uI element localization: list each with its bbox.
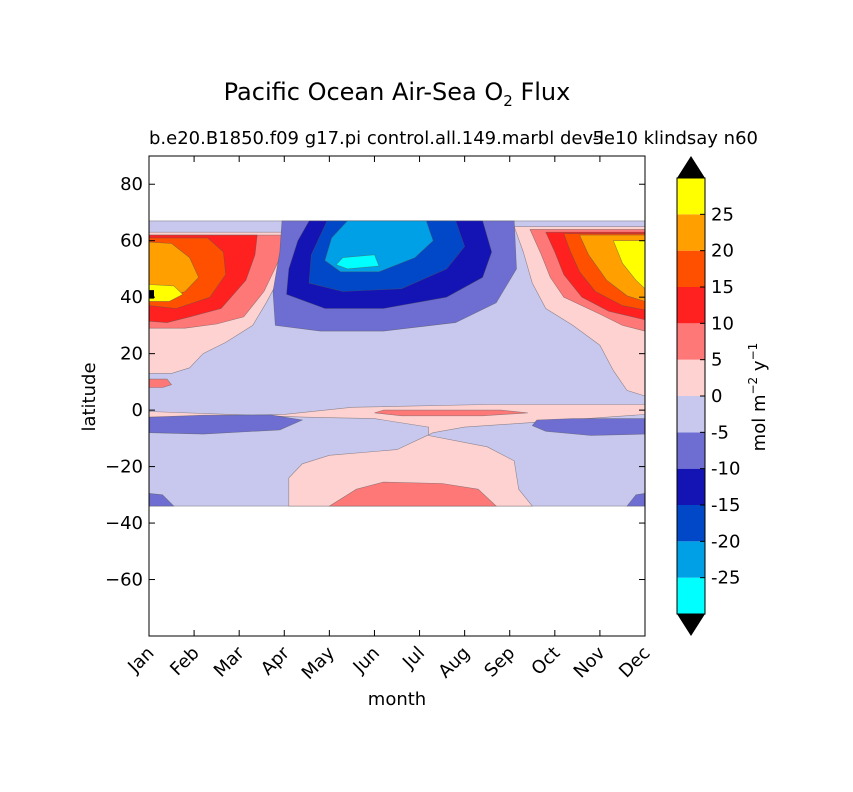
colorbar-tick-label: 10 [711,313,734,334]
colorbar-tick-label: -15 [711,495,740,516]
colorbar-swatch [677,396,705,433]
x-tick-label: Jun [349,643,384,678]
y-axis: 80 60 40 20 0 −20 −40 −60 [105,174,645,591]
colorbar-tick-label: -25 [711,568,740,589]
colorbar-swatch [677,323,705,360]
colorbar-swatch [677,214,705,251]
contour-fill [148,220,646,507]
contour-neg5-east [531,418,646,436]
colorbar-swatch [677,287,705,324]
chart-subtitle-right: 5e10 klindsay n60 [592,128,758,149]
contour-pos-south [148,404,646,507]
colorbar-tick-label: 25 [711,204,734,225]
x-tick-label: Jul [398,643,429,674]
x-tick-label: May [298,642,339,683]
x-tick-label: Jan [123,643,158,678]
colorbar-under-arrow [677,614,705,636]
contour-neg25-summer [335,254,380,270]
colorbar-tick-label: 20 [711,241,734,262]
plot-frame [148,155,646,637]
colorbar-tick-label: 5 [711,350,722,371]
y-tick-label: 0 [132,400,143,421]
plot-area [148,155,646,637]
x-axis-label: month [368,689,426,710]
colorbar-swatch [677,250,705,287]
y-tick-label: −40 [105,513,143,534]
colorbar-tick-label: -5 [711,422,729,443]
colorbar-swatch [677,432,705,469]
colorbar-swatch [677,541,705,578]
x-tick-label: Aug [434,643,474,683]
y-tick-label: −20 [105,457,143,478]
colorbar-tick-label: 0 [711,386,722,407]
x-tick-label: Sep [480,643,519,682]
contour-neg5-west [148,414,304,435]
y-axis-label: latitude [79,362,100,431]
y-tick-label: 20 [120,344,143,365]
colorbar-swatch [677,359,705,396]
colorbar-label: mol m−2 y−1 [746,343,770,452]
colorbar-over-arrow [677,156,705,178]
x-tick-label: Dec [615,643,654,682]
x-tick-label: Mar [210,642,249,681]
y-tick-label: −60 [105,570,143,591]
colorbar-swatch [677,505,705,542]
x-tick-label: Oct [527,643,564,680]
colorbar-tick-label: -10 [711,459,740,480]
y-tick-label: 40 [120,287,143,308]
chart-title: Pacific Ocean Air-Sea O2 Flux [224,78,571,110]
colorbar: 25 20 15 10 5 0 -5 -10 -15 -20 -25 [676,156,740,636]
chart-subtitle-left: b.e20.B1850.f09 g17.pi control.all.149.m… [149,128,604,149]
colorbar-swatch [677,577,705,614]
colorbar-swatch [677,468,705,505]
x-tick-label: Nov [570,642,610,682]
colorbar-swatch [677,178,705,215]
x-tick-label: Apr [257,642,294,679]
y-tick-label: 60 [120,231,143,252]
contour-pos5-equator [374,409,528,417]
colorbar-tick-label: -20 [711,531,740,552]
x-tick-label: Feb [166,643,203,680]
contour-marker [149,290,154,299]
y-tick-label: 80 [120,174,143,195]
contour-pos5-south [328,481,497,507]
colorbar-tick-label: 15 [711,277,734,298]
